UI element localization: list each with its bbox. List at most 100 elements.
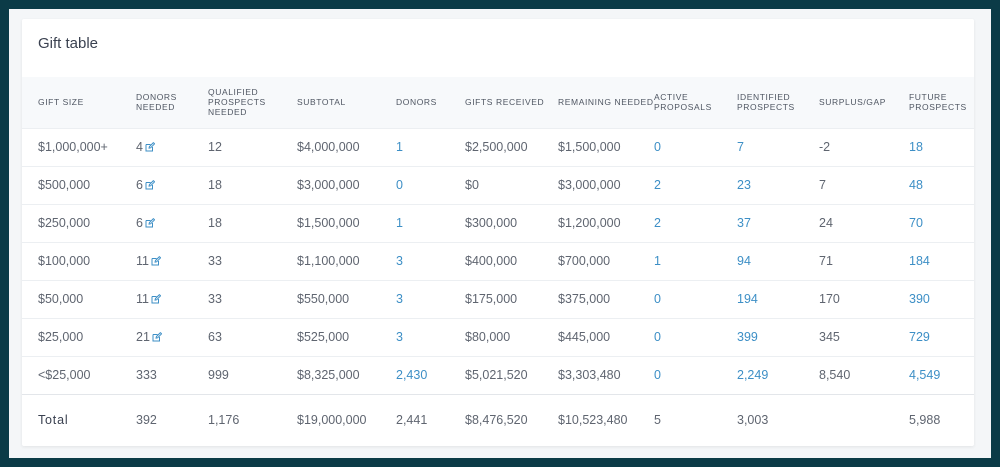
total-qualified: 1,176 bbox=[208, 393, 297, 446]
cell-surplus: 8,540 bbox=[819, 355, 909, 394]
cell-active-proposals-link-value[interactable]: 1 bbox=[654, 254, 661, 268]
cell-active-proposals-link[interactable]: 2 bbox=[654, 165, 737, 204]
cell-identified-link[interactable]: 2,249 bbox=[737, 355, 819, 394]
cell-identified-link-value[interactable]: 399 bbox=[737, 330, 758, 344]
cell-identified-link-value[interactable]: 2,249 bbox=[737, 368, 769, 382]
col-header-identified-prospects: IDENTIFIED PROSPECTS bbox=[737, 92, 795, 113]
edit-icon[interactable] bbox=[151, 256, 161, 266]
cell-active-proposals-link[interactable]: 2 bbox=[654, 203, 737, 242]
cell-active-proposals-link-value[interactable]: 0 bbox=[654, 368, 661, 382]
cell-identified-link[interactable]: 194 bbox=[737, 279, 819, 318]
cell-donors-link[interactable]: 2,430 bbox=[396, 355, 465, 394]
cell-gift-size-value: $25,000 bbox=[38, 330, 84, 344]
total-row: Total 392 1,176 $19,000,000 2,441 $8,476… bbox=[22, 393, 974, 446]
cell-identified-link-value[interactable]: 7 bbox=[737, 140, 744, 154]
edit-icon[interactable] bbox=[145, 142, 155, 152]
cell-gifts-received: $80,000 bbox=[465, 317, 558, 356]
cell-qualified-value: 12 bbox=[208, 140, 222, 154]
cell-donors-link-value[interactable]: 2,430 bbox=[396, 368, 428, 382]
cell-gift-size: $1,000,000+ bbox=[22, 127, 136, 166]
cell-donors-link[interactable]: 3 bbox=[396, 241, 465, 280]
cell-identified-link[interactable]: 37 bbox=[737, 203, 819, 242]
cell-donors-link-value[interactable]: 3 bbox=[396, 254, 403, 268]
cell-subtotal: $4,000,000 bbox=[297, 127, 396, 166]
cell-donors-link-value[interactable]: 1 bbox=[396, 140, 403, 154]
cell-future-link[interactable]: 729 bbox=[909, 317, 974, 356]
cell-future-link-value[interactable]: 70 bbox=[909, 216, 923, 230]
cell-active-proposals-link[interactable]: 0 bbox=[654, 127, 737, 166]
cell-gift-size: $25,000 bbox=[22, 317, 136, 356]
cell-active-proposals-link[interactable]: 0 bbox=[654, 355, 737, 394]
cell-future-link-value[interactable]: 184 bbox=[909, 254, 930, 268]
cell-remaining: $445,000 bbox=[558, 317, 654, 356]
cell-qualified: 999 bbox=[208, 355, 297, 394]
cell-donors-link-value[interactable]: 3 bbox=[396, 330, 403, 344]
cell-future-link-value[interactable]: 4,549 bbox=[909, 368, 941, 382]
cell-active-proposals-link-value[interactable]: 2 bbox=[654, 216, 661, 230]
cell-qualified: 18 bbox=[208, 165, 297, 204]
cell-identified-link-value[interactable]: 194 bbox=[737, 292, 758, 306]
cell-identified-link[interactable]: 94 bbox=[737, 241, 819, 280]
cell-subtotal: $1,100,000 bbox=[297, 241, 396, 280]
cell-active-proposals-link[interactable]: 0 bbox=[654, 317, 737, 356]
cell-qualified: 12 bbox=[208, 127, 297, 166]
cell-surplus: 7 bbox=[819, 165, 909, 204]
cell-identified-link-value[interactable]: 23 bbox=[737, 178, 751, 192]
cell-active-proposals-link-value[interactable]: 0 bbox=[654, 292, 661, 306]
cell-future-link[interactable]: 18 bbox=[909, 127, 974, 166]
cell-future-link[interactable]: 390 bbox=[909, 279, 974, 318]
cell-remaining: $1,500,000 bbox=[558, 127, 654, 166]
cell-active-proposals-link-value[interactable]: 0 bbox=[654, 330, 661, 344]
cell-surplus-value: 7 bbox=[819, 178, 826, 192]
cell-gifts-received: $300,000 bbox=[465, 203, 558, 242]
cell-identified-link[interactable]: 23 bbox=[737, 165, 819, 204]
gift-table: GIFT SIZE DONORS NEEDED QUALIFIED PROSPE… bbox=[22, 77, 974, 446]
cell-gift-size: <$25,000 bbox=[22, 355, 136, 394]
cell-future-link[interactable]: 4,549 bbox=[909, 355, 974, 394]
page-frame: Gift table GIFT SIZE DONORS NEEDED QUALI… bbox=[9, 9, 991, 458]
cell-identified-link-value[interactable]: 37 bbox=[737, 216, 751, 230]
cell-subtotal-value: $3,000,000 bbox=[297, 178, 360, 192]
cell-donors-link[interactable]: 3 bbox=[396, 279, 465, 318]
cell-identified-link[interactable]: 7 bbox=[737, 127, 819, 166]
cell-future-link-value[interactable]: 390 bbox=[909, 292, 930, 306]
total-surplus bbox=[819, 393, 909, 446]
cell-gifts-received-value: $300,000 bbox=[465, 216, 518, 230]
cell-remaining-value: $3,303,480 bbox=[558, 368, 621, 382]
cell-active-proposals-link[interactable]: 1 bbox=[654, 241, 737, 280]
cell-future-link-value[interactable]: 18 bbox=[909, 140, 923, 154]
cell-subtotal: $525,000 bbox=[297, 317, 396, 356]
cell-gift-size: $250,000 bbox=[22, 203, 136, 242]
cell-future-link[interactable]: 48 bbox=[909, 165, 974, 204]
cell-qualified-value: 18 bbox=[208, 216, 222, 230]
cell-qualified-value: 33 bbox=[208, 292, 222, 306]
cell-active-proposals-link[interactable]: 0 bbox=[654, 279, 737, 318]
cell-donors-link[interactable]: 0 bbox=[396, 165, 465, 204]
cell-future-link-value[interactable]: 729 bbox=[909, 330, 930, 344]
cell-donors-link-value[interactable]: 0 bbox=[396, 178, 403, 192]
cell-future-link-value[interactable]: 48 bbox=[909, 178, 923, 192]
cell-gifts-received-value: $0 bbox=[465, 178, 479, 192]
cell-active-proposals-link-value[interactable]: 2 bbox=[654, 178, 661, 192]
edit-icon[interactable] bbox=[151, 294, 161, 304]
cell-qualified: 33 bbox=[208, 241, 297, 280]
cell-qualified: 18 bbox=[208, 203, 297, 242]
edit-icon[interactable] bbox=[145, 218, 155, 228]
cell-donors-link-value[interactable]: 1 bbox=[396, 216, 403, 230]
edit-icon[interactable] bbox=[145, 180, 155, 190]
cell-future-link[interactable]: 184 bbox=[909, 241, 974, 280]
cell-identified-link-value[interactable]: 94 bbox=[737, 254, 751, 268]
cell-qualified: 63 bbox=[208, 317, 297, 356]
cell-surplus: 71 bbox=[819, 241, 909, 280]
cell-gifts-received-value: $400,000 bbox=[465, 254, 518, 268]
cell-subtotal: $550,000 bbox=[297, 279, 396, 318]
cell-donors-link[interactable]: 3 bbox=[396, 317, 465, 356]
cell-identified-link[interactable]: 399 bbox=[737, 317, 819, 356]
cell-donors-link-value[interactable]: 3 bbox=[396, 292, 403, 306]
edit-icon[interactable] bbox=[152, 332, 162, 342]
cell-donors-needed-value: 6 bbox=[136, 216, 143, 230]
cell-donors-link[interactable]: 1 bbox=[396, 127, 465, 166]
cell-donors-link[interactable]: 1 bbox=[396, 203, 465, 242]
cell-active-proposals-link-value[interactable]: 0 bbox=[654, 140, 661, 154]
cell-future-link[interactable]: 70 bbox=[909, 203, 974, 242]
